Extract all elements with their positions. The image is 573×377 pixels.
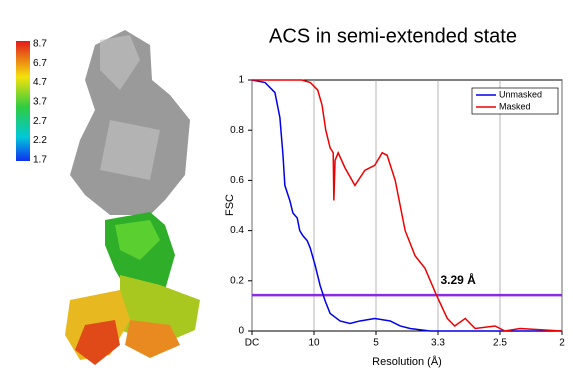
legend-label: Unmasked [499,89,542,99]
series-line [252,80,562,331]
x-tick-label: DC [245,338,259,349]
colorbar [16,41,30,161]
y-tick-label: 0.2 [230,275,244,286]
plot-area [252,80,562,331]
y-axis-label: FSC [224,194,236,216]
colorbar-label: 6.7 [33,58,47,69]
x-tick-label: 10 [308,338,320,349]
x-tick-label: 2.5 [493,338,507,349]
colorbar-label: 3.7 [33,97,47,108]
x-axis-label: Resolution (Å) [372,355,442,368]
colorbar-label: 1.7 [33,154,47,165]
colorbar-label: 2.2 [33,135,47,146]
x-tick-label: 5 [373,338,379,349]
y-tick-label: 0.8 [230,125,244,136]
colorbar-label: 2.7 [33,116,47,127]
y-tick-label: 1 [238,75,244,86]
series-line [252,80,562,331]
y-tick-label: 0 [238,326,244,337]
x-tick-label: 2 [559,338,565,349]
x-tick-label: 3.3 [431,338,445,349]
colorbar-label: 4.7 [33,77,47,88]
chart-title: ACS in semi-extended state [269,25,517,47]
annotation: 3.29 Å [440,272,476,287]
density-map [65,30,200,365]
figure: ACS in semi-extended state Resolution (Å… [0,0,573,377]
y-tick-label: 0.6 [230,175,244,186]
legend-label: Masked [499,101,531,111]
y-tick-label: 0.4 [230,225,244,236]
colorbar-label: 8.7 [33,39,47,50]
